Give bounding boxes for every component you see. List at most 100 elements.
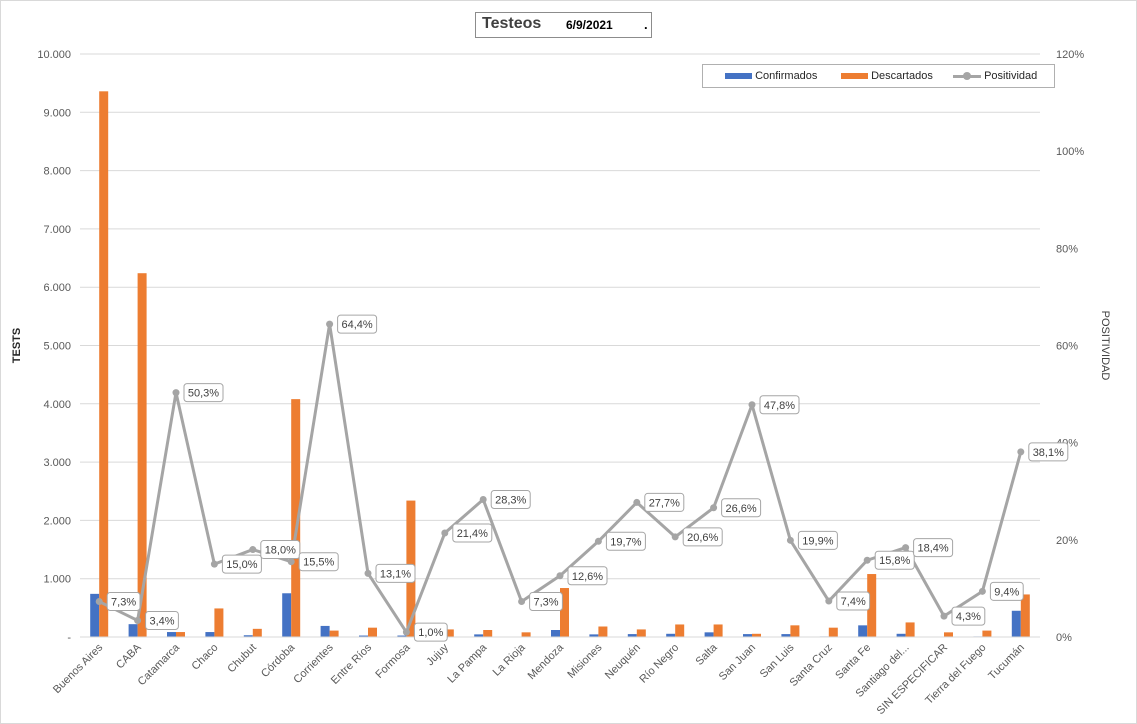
point-positividad <box>441 529 449 537</box>
legend-swatch-positividad <box>953 71 981 81</box>
chart-title: Testeos <box>482 15 542 32</box>
point-positividad <box>287 558 295 566</box>
bar-descartados <box>905 622 915 637</box>
data-label: 28,3% <box>495 495 526 507</box>
y-tick-label: - <box>67 632 71 644</box>
bar-descartados <box>444 629 454 637</box>
y-tick-label: 10.000 <box>37 49 71 61</box>
data-label-box <box>797 530 838 550</box>
data-label-box <box>337 314 378 334</box>
data-label: 15,8% <box>879 555 910 567</box>
data-label: 7,4% <box>841 596 866 608</box>
legend-label-descartados: Descartados <box>871 70 933 82</box>
y-tick-label: 7.000 <box>43 224 71 236</box>
bar-descartados <box>368 627 377 637</box>
bar-descartados <box>214 608 224 637</box>
y2-axis-title: POSITIVIDAD <box>1099 311 1111 381</box>
y2-tick-label: 80% <box>1056 243 1078 255</box>
point-positividad <box>1017 448 1025 456</box>
data-label: 12,6% <box>572 571 603 583</box>
point-positividad <box>364 569 372 577</box>
point-positividad <box>95 598 103 606</box>
x-tick-label: La Pampa <box>445 641 490 686</box>
data-label: 21,4% <box>457 528 488 540</box>
y-axis-title: TESTS <box>11 328 23 363</box>
point-positividad <box>249 546 257 554</box>
point-positividad <box>825 597 833 605</box>
x-tick-label: Misiones <box>565 641 605 681</box>
chart-legend: Confirmados Descartados Positividad <box>702 64 1055 88</box>
y2-tick-label: 100% <box>1056 146 1084 158</box>
x-tick-label: Córdoba <box>259 641 298 680</box>
legend-swatch-descartados <box>841 73 868 80</box>
point-positividad <box>402 628 410 636</box>
data-label: 47,8% <box>764 400 795 412</box>
point-positividad <box>671 533 679 541</box>
bar-confirmados <box>128 624 138 637</box>
data-label-box <box>106 592 141 612</box>
y2-tick-label: 120% <box>1056 49 1084 61</box>
x-tick-label: CABA <box>114 641 144 671</box>
data-label-box <box>644 492 685 512</box>
bar-descartados <box>99 91 109 637</box>
point-positividad <box>172 389 180 397</box>
bar-confirmados <box>243 635 253 637</box>
x-tick-label: Neuquén <box>603 642 643 682</box>
data-label-box <box>951 606 986 626</box>
data-label-box <box>145 610 179 630</box>
bar-descartados <box>636 629 646 637</box>
bar-descartados <box>944 632 953 637</box>
data-label: 18,0% <box>265 545 296 557</box>
data-label-box <box>913 538 954 558</box>
chart-title-dot: . <box>644 17 648 32</box>
data-label: 4,3% <box>956 611 981 623</box>
data-label: 3,4% <box>149 615 174 627</box>
data-label-box <box>260 540 301 560</box>
bar-confirmados <box>551 630 560 637</box>
x-tick-label: Jujuy <box>424 641 451 668</box>
data-label-box <box>221 554 262 574</box>
x-tick-label: Tucumán <box>986 642 1027 683</box>
data-label-box <box>989 581 1024 601</box>
point-positividad <box>748 401 756 409</box>
data-label: 26,6% <box>725 503 756 515</box>
bar-descartados <box>867 574 877 637</box>
data-label: 19,9% <box>802 535 833 547</box>
x-tick-label: Entre Ríos <box>329 641 375 687</box>
legend-item-confirmados: Confirmados <box>725 70 817 82</box>
bar-descartados <box>598 626 608 637</box>
chart-title-box: Testeos 6/9/2021 . <box>475 12 652 38</box>
data-label-box <box>874 550 915 570</box>
data-label-box <box>490 490 531 510</box>
point-positividad <box>633 498 641 506</box>
x-tick-label: Catamarca <box>136 641 183 688</box>
data-label-box <box>836 591 871 611</box>
point-positividad <box>594 537 602 545</box>
bar-confirmados <box>359 635 368 637</box>
bar-descartados <box>483 630 493 637</box>
point-positividad <box>479 496 487 504</box>
point-positividad <box>556 572 564 580</box>
point-positividad <box>902 544 910 552</box>
y-tick-label: 4.000 <box>43 399 71 411</box>
bar-confirmados <box>589 634 599 637</box>
point-positividad <box>940 612 948 620</box>
bar-confirmados <box>90 593 100 637</box>
bar-confirmados <box>666 633 676 637</box>
data-label: 7,3% <box>533 597 558 609</box>
x-tick-label: Salta <box>694 641 721 668</box>
data-label-box <box>759 395 800 415</box>
data-label: 64,4% <box>341 319 372 331</box>
line-positividad <box>98 322 1023 634</box>
y2-tick-label: 20% <box>1056 535 1078 547</box>
bar-descartados <box>1020 594 1030 637</box>
data-label: 7,3% <box>111 597 136 609</box>
legend-item-positividad: Positividad <box>953 70 1037 82</box>
chart-date: 6/9/2021 <box>566 18 613 32</box>
y-tick-label: 9.000 <box>43 107 71 119</box>
data-label: 50,3% <box>188 388 219 400</box>
bar-descartados <box>752 633 761 637</box>
bar-confirmados <box>896 633 906 637</box>
point-positividad <box>978 587 986 595</box>
